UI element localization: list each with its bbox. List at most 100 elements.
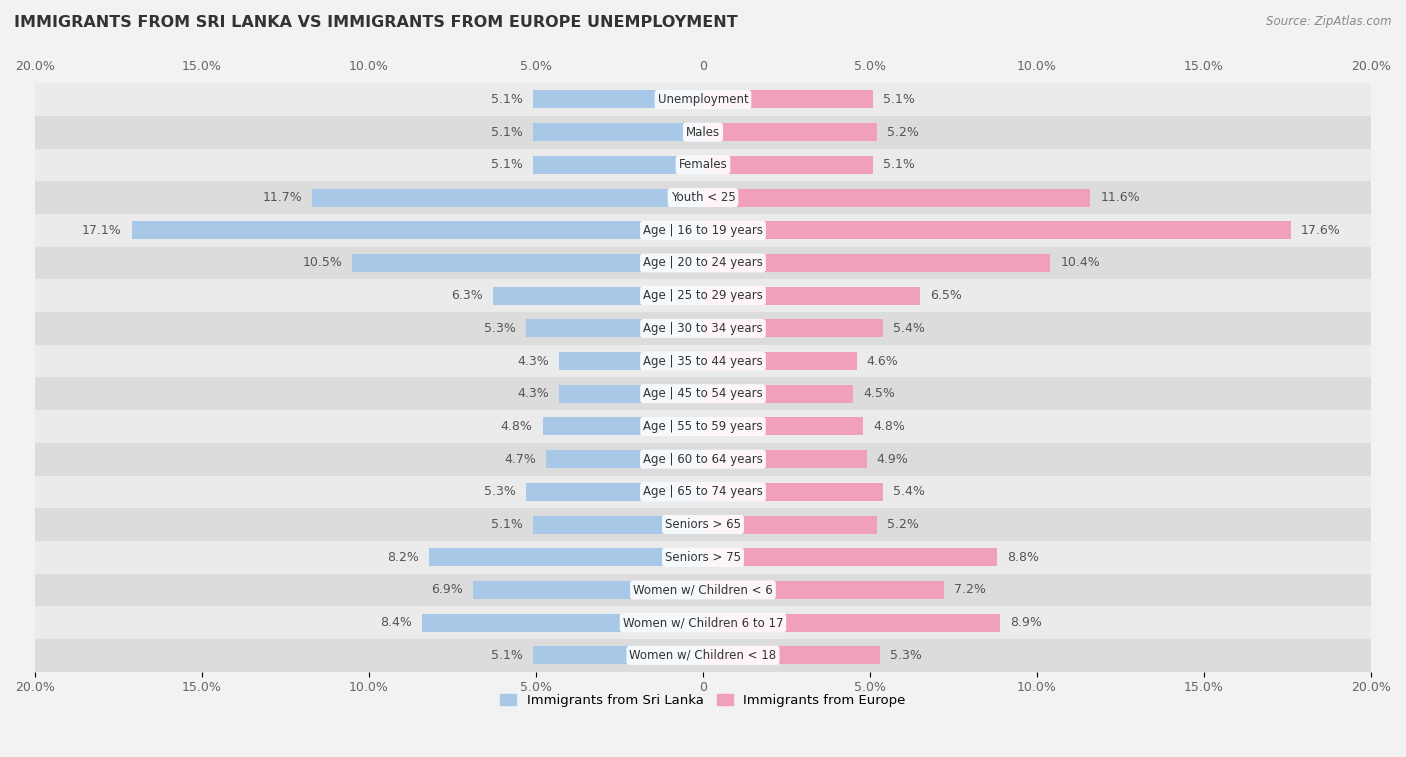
- Bar: [703, 516, 877, 534]
- Bar: [353, 254, 703, 272]
- Text: 4.5%: 4.5%: [863, 388, 896, 400]
- Text: 5.4%: 5.4%: [893, 322, 925, 335]
- Text: 4.3%: 4.3%: [517, 354, 550, 368]
- Text: 5.3%: 5.3%: [484, 322, 516, 335]
- Bar: [35, 508, 1371, 541]
- Bar: [526, 483, 703, 501]
- Text: 4.7%: 4.7%: [505, 453, 536, 466]
- Bar: [35, 574, 1371, 606]
- Bar: [35, 116, 1371, 148]
- Bar: [35, 148, 1371, 181]
- Text: Age | 60 to 64 years: Age | 60 to 64 years: [643, 453, 763, 466]
- Bar: [35, 214, 1371, 247]
- Bar: [703, 385, 853, 403]
- Text: Females: Females: [679, 158, 727, 171]
- Bar: [533, 156, 703, 174]
- Text: Source: ZipAtlas.com: Source: ZipAtlas.com: [1267, 15, 1392, 28]
- Bar: [703, 417, 863, 435]
- Bar: [312, 188, 703, 207]
- Text: 10.5%: 10.5%: [302, 257, 342, 269]
- Bar: [472, 581, 703, 599]
- Text: 17.6%: 17.6%: [1301, 224, 1341, 237]
- Bar: [533, 646, 703, 665]
- Text: 7.2%: 7.2%: [953, 584, 986, 597]
- Bar: [35, 410, 1371, 443]
- Bar: [703, 483, 883, 501]
- Text: 5.3%: 5.3%: [890, 649, 922, 662]
- Text: Age | 16 to 19 years: Age | 16 to 19 years: [643, 224, 763, 237]
- Text: 5.1%: 5.1%: [883, 93, 915, 106]
- Bar: [703, 450, 866, 468]
- Text: Seniors > 75: Seniors > 75: [665, 551, 741, 564]
- Bar: [703, 91, 873, 108]
- Text: Age | 65 to 74 years: Age | 65 to 74 years: [643, 485, 763, 498]
- Bar: [533, 123, 703, 141]
- Text: 11.7%: 11.7%: [263, 191, 302, 204]
- Text: Women w/ Children < 6: Women w/ Children < 6: [633, 584, 773, 597]
- Bar: [492, 287, 703, 304]
- Bar: [703, 123, 877, 141]
- Bar: [703, 319, 883, 338]
- Text: 5.1%: 5.1%: [491, 158, 523, 171]
- Bar: [35, 312, 1371, 344]
- Bar: [703, 156, 873, 174]
- Text: 8.9%: 8.9%: [1011, 616, 1042, 629]
- Text: Age | 55 to 59 years: Age | 55 to 59 years: [643, 420, 763, 433]
- Bar: [703, 188, 1091, 207]
- Bar: [132, 221, 703, 239]
- Bar: [35, 443, 1371, 475]
- Text: 4.8%: 4.8%: [873, 420, 905, 433]
- Bar: [35, 83, 1371, 116]
- Text: 6.9%: 6.9%: [430, 584, 463, 597]
- Text: 5.4%: 5.4%: [893, 485, 925, 498]
- Text: 8.2%: 8.2%: [387, 551, 419, 564]
- Bar: [543, 417, 703, 435]
- Text: Age | 45 to 54 years: Age | 45 to 54 years: [643, 388, 763, 400]
- Text: 5.1%: 5.1%: [883, 158, 915, 171]
- Text: Women w/ Children 6 to 17: Women w/ Children 6 to 17: [623, 616, 783, 629]
- Bar: [35, 606, 1371, 639]
- Text: 5.1%: 5.1%: [491, 126, 523, 139]
- Text: Youth < 25: Youth < 25: [671, 191, 735, 204]
- Bar: [422, 614, 703, 631]
- Text: 8.4%: 8.4%: [381, 616, 412, 629]
- Text: 4.6%: 4.6%: [866, 354, 898, 368]
- Bar: [35, 247, 1371, 279]
- Text: Age | 20 to 24 years: Age | 20 to 24 years: [643, 257, 763, 269]
- Bar: [546, 450, 703, 468]
- Text: 11.6%: 11.6%: [1101, 191, 1140, 204]
- Bar: [703, 614, 1000, 631]
- Text: 5.1%: 5.1%: [491, 649, 523, 662]
- Bar: [429, 548, 703, 566]
- Text: Unemployment: Unemployment: [658, 93, 748, 106]
- Bar: [35, 279, 1371, 312]
- Text: 5.2%: 5.2%: [887, 518, 918, 531]
- Text: 4.3%: 4.3%: [517, 388, 550, 400]
- Text: 4.8%: 4.8%: [501, 420, 533, 433]
- Text: 5.1%: 5.1%: [491, 93, 523, 106]
- Bar: [35, 378, 1371, 410]
- Bar: [703, 254, 1050, 272]
- Bar: [533, 91, 703, 108]
- Text: Seniors > 65: Seniors > 65: [665, 518, 741, 531]
- Bar: [35, 475, 1371, 508]
- Text: Age | 30 to 34 years: Age | 30 to 34 years: [643, 322, 763, 335]
- Text: 6.5%: 6.5%: [931, 289, 962, 302]
- Legend: Immigrants from Sri Lanka, Immigrants from Europe: Immigrants from Sri Lanka, Immigrants fr…: [495, 689, 911, 712]
- Bar: [703, 646, 880, 665]
- Bar: [560, 352, 703, 370]
- Bar: [526, 319, 703, 338]
- Bar: [35, 181, 1371, 214]
- Bar: [703, 581, 943, 599]
- Bar: [560, 385, 703, 403]
- Bar: [533, 516, 703, 534]
- Bar: [35, 541, 1371, 574]
- Text: 4.9%: 4.9%: [877, 453, 908, 466]
- Text: Males: Males: [686, 126, 720, 139]
- Bar: [703, 548, 997, 566]
- Text: 5.1%: 5.1%: [491, 518, 523, 531]
- Text: Age | 35 to 44 years: Age | 35 to 44 years: [643, 354, 763, 368]
- Text: Age | 25 to 29 years: Age | 25 to 29 years: [643, 289, 763, 302]
- Bar: [703, 221, 1291, 239]
- Text: 17.1%: 17.1%: [82, 224, 122, 237]
